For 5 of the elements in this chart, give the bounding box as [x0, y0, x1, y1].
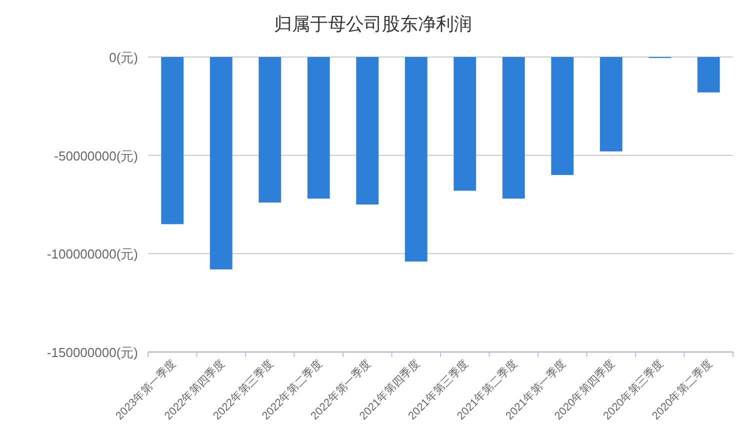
chart-title: 归属于母公司股东净利润 — [274, 14, 472, 34]
y-tick-label: 0(元) — [109, 50, 138, 65]
y-tick-label: -150000000(元) — [46, 345, 138, 360]
y-tick-label: -100000000(元) — [46, 246, 138, 262]
y-tick-label: -50000000(元) — [54, 148, 138, 164]
